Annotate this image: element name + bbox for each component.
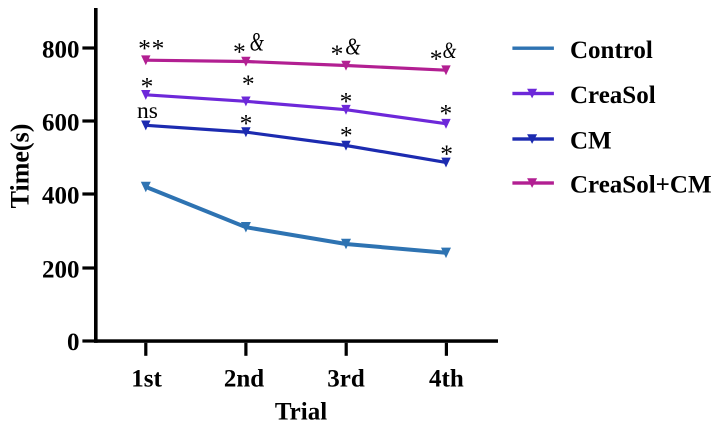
svg-text:&: & [443,38,457,64]
svg-text:*: * [340,87,353,116]
svg-text:800: 800 [42,36,80,63]
svg-text:*: * [430,44,443,73]
svg-text:600: 600 [42,109,80,136]
svg-text:*: * [242,69,255,98]
svg-text:*: * [138,34,151,63]
svg-text:ns: ns [137,98,158,124]
svg-text:CM: CM [570,128,612,155]
svg-text:CreaSol: CreaSol [570,82,656,109]
svg-text:0: 0 [67,329,80,356]
svg-text:Control: Control [570,37,653,64]
svg-text:3rd: 3rd [327,366,365,393]
svg-text:2nd: 2nd [224,366,264,393]
svg-text:Time(s): Time(s) [6,124,35,209]
svg-text:400: 400 [42,182,80,209]
svg-text:*: * [331,39,344,68]
svg-text:&: & [345,35,361,61]
svg-text:*: * [440,139,453,168]
svg-text:*: * [240,108,253,137]
svg-text:*: * [340,120,353,149]
svg-text:4th: 4th [429,366,464,393]
svg-text:1st: 1st [131,366,162,393]
svg-text:*: * [141,72,154,101]
svg-text:CreaSol+CM: CreaSol+CM [570,172,712,199]
svg-text:*: * [152,34,165,63]
svg-text:Trial: Trial [275,399,327,426]
svg-text:200: 200 [42,256,80,283]
svg-text:*: * [440,98,453,127]
svg-text:&: & [250,28,265,57]
svg-text:*: * [233,37,246,66]
